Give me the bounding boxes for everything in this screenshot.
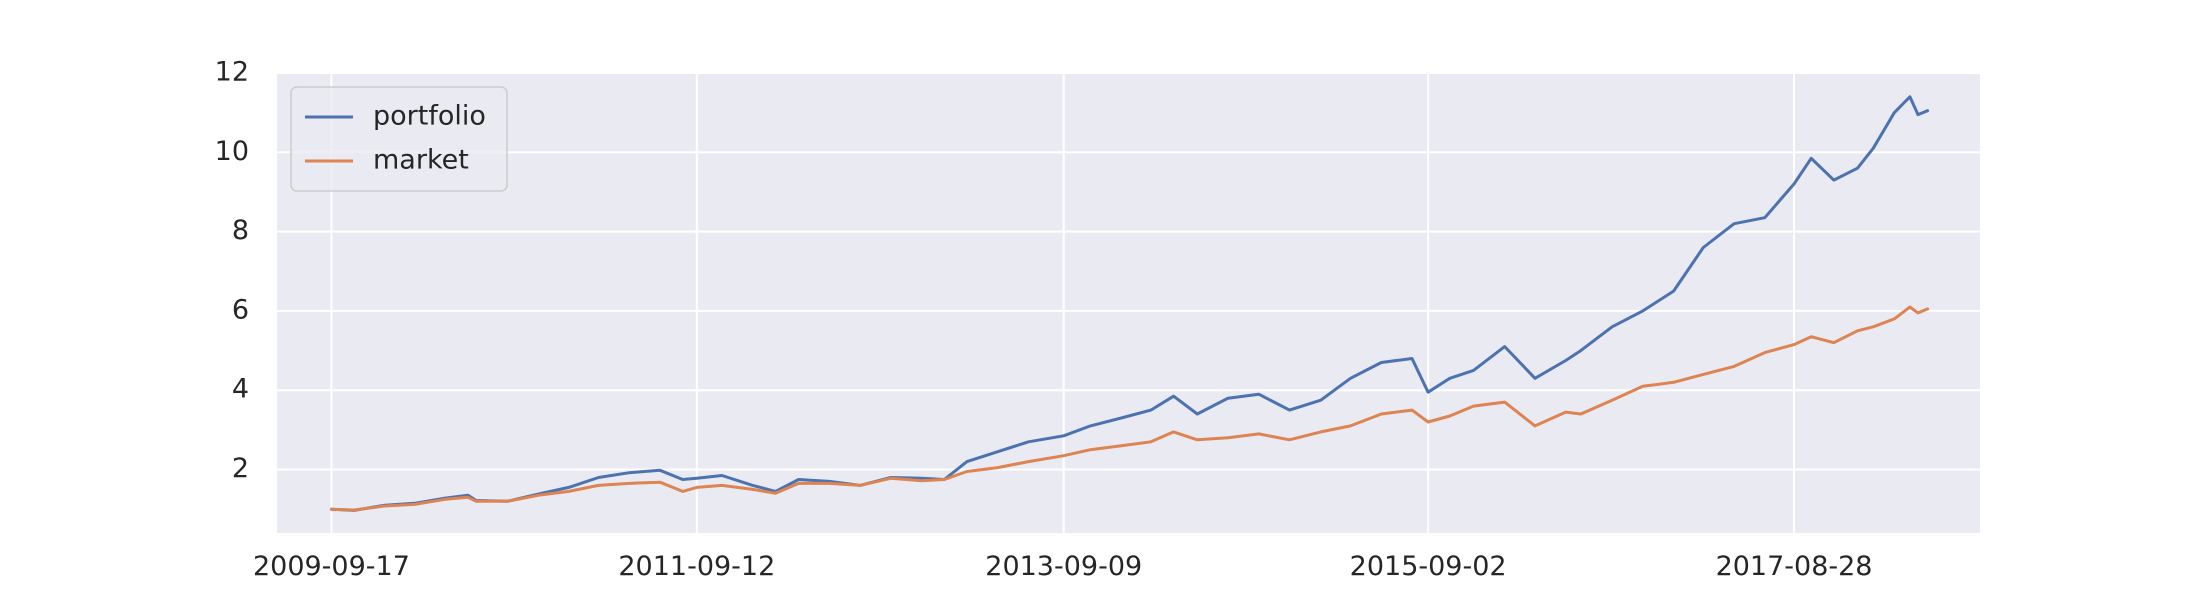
x-tick-label: 2013-09-09 bbox=[985, 551, 1142, 582]
plot-area bbox=[277, 73, 1980, 533]
y-tick-label: 10 bbox=[215, 136, 249, 167]
x-tick-label: 2017-08-28 bbox=[1716, 551, 1873, 582]
series-line-market bbox=[329, 305, 1930, 512]
y-tick-label: 4 bbox=[232, 374, 249, 405]
legend-box bbox=[290, 86, 508, 192]
y-tick-label: 6 bbox=[232, 294, 249, 325]
y-tick-label: 12 bbox=[215, 57, 249, 88]
grid-lines bbox=[277, 72, 1980, 533]
x-axis-ticks: 2009-09-17 2011-09-12 2013-09-09 2015-09-02… bbox=[253, 551, 1873, 582]
x-tick-label: 2011-09-12 bbox=[618, 551, 775, 582]
y-axis-ticks: 2 4 6 8 10 12 bbox=[215, 57, 249, 485]
x-tick-label: 2009-09-17 bbox=[253, 551, 410, 582]
legend-label-market: market bbox=[373, 145, 469, 176]
legend: portfolio market bbox=[290, 86, 508, 192]
legend-label-portfolio: portfolio bbox=[373, 101, 486, 132]
x-tick-label: 2015-09-02 bbox=[1350, 551, 1507, 582]
y-tick-label: 2 bbox=[232, 453, 249, 484]
series-lines bbox=[329, 95, 1930, 512]
series-line-portfolio bbox=[329, 95, 1930, 512]
y-tick-label: 8 bbox=[232, 215, 249, 246]
